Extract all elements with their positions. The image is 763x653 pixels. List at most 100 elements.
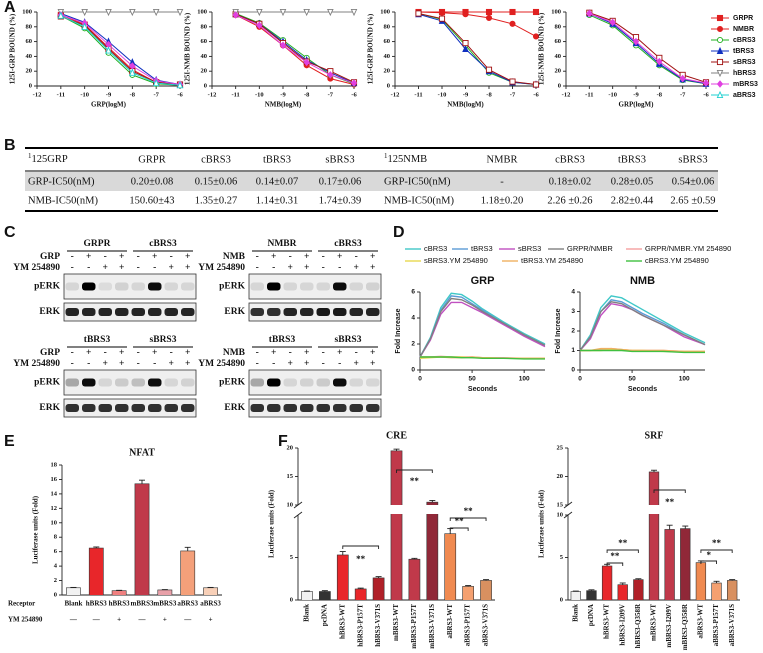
blot-band <box>333 378 347 387</box>
panel-label: A <box>4 0 16 16</box>
x-tick-label: -10 <box>438 91 447 98</box>
blot-row-label: ERK <box>39 307 60 317</box>
significance-bracket <box>700 549 733 553</box>
ligand-sign: - <box>170 348 173 358</box>
significance-label: ** <box>410 476 420 486</box>
y-tick-label: 20 <box>384 68 391 75</box>
significance-label: ** <box>618 538 628 548</box>
series-line <box>579 300 706 351</box>
series-line <box>418 11 537 37</box>
series-line <box>235 14 355 84</box>
marker <box>256 8 263 17</box>
significance-label: ** <box>610 551 620 561</box>
x-axis-label: GRP(logM) <box>619 101 655 109</box>
marker <box>350 8 358 17</box>
x-tick-label: hBRS3-WT <box>603 604 611 639</box>
significance-bracket <box>653 489 686 493</box>
marker <box>716 80 724 88</box>
blot-row-label: ERK <box>224 307 245 317</box>
inhibitor-sign: - <box>87 359 90 369</box>
y-tick-label: 80 <box>26 23 33 30</box>
x-tick-label: -9 <box>106 91 112 98</box>
series-line <box>589 13 707 84</box>
blot-frame <box>248 302 382 322</box>
bar <box>390 450 403 505</box>
bar <box>426 514 439 600</box>
y-tick-label: 60 <box>201 38 208 45</box>
series-line <box>419 297 546 358</box>
series-line <box>580 347 705 353</box>
treatment-label: NMB <box>223 348 246 358</box>
y-tick-label: 12 <box>51 505 58 512</box>
marker <box>279 8 287 17</box>
legend-label: NMBR <box>733 26 754 33</box>
table-cell: 0.15±0.06 <box>195 176 238 187</box>
y-tick-label: 20 <box>26 68 33 75</box>
receptor-label: tBRS3 <box>84 335 111 345</box>
ligand-sign: - <box>71 252 74 262</box>
blot-band <box>333 308 347 316</box>
bar <box>88 547 104 595</box>
y-tick-label: 100 <box>22 8 32 15</box>
x-tick-label: 0 <box>578 376 582 383</box>
blot-band <box>131 378 145 387</box>
y-tick-label: 1 <box>571 347 575 354</box>
marker <box>485 66 493 73</box>
x-tick-label: pcDNA <box>587 604 595 626</box>
blot-band <box>283 308 297 316</box>
y-tick-label: 80 <box>555 23 562 30</box>
blot-band <box>366 378 380 387</box>
y-tick-label: 3 <box>571 308 575 315</box>
y-axis-label: 125I-GRP BOUND (%) <box>9 13 17 84</box>
y-axis-label: Luciferase units (Fold) <box>268 489 276 558</box>
inhibitor-sign: + <box>169 263 174 273</box>
series-line <box>418 12 537 86</box>
bar <box>601 565 613 600</box>
series-line <box>60 13 181 86</box>
inhibitor-sign: + <box>304 359 309 369</box>
series-line <box>60 15 181 86</box>
table-cell: 0.14±0.07 <box>256 176 299 187</box>
blot-band <box>316 378 330 387</box>
marker <box>256 21 263 30</box>
x-tick-label: -12 <box>391 91 400 98</box>
table-cell: GRP-IC50(nM) <box>384 176 451 187</box>
y-tick-label: 10 <box>557 511 564 518</box>
x-tick-label: mBRS3-I209V <box>665 604 673 648</box>
inhibitor-sign: + <box>185 263 190 273</box>
x-axis-label: NMB(logM) <box>447 101 484 109</box>
chart-title: NMB <box>630 275 655 287</box>
blot-band <box>131 404 145 412</box>
axis-break <box>293 501 303 509</box>
blot-band <box>300 404 314 412</box>
y-tick-label: 100 <box>551 8 561 15</box>
marker <box>716 46 724 55</box>
x-tick-label: pcDNA <box>320 604 328 626</box>
column-header: 1125GRP <box>28 152 68 166</box>
inhibitor-sign: - <box>256 263 259 273</box>
significance-label: ** <box>464 506 474 516</box>
x-tick-label: -8 <box>657 91 663 98</box>
y-tick-label: 0 <box>411 367 415 374</box>
y-tick-label: 10 <box>51 519 58 526</box>
panel-label: B <box>4 137 16 154</box>
column-header: NMBR <box>487 154 518 165</box>
ligand-sign: - <box>104 348 107 358</box>
legend-label: sBRS3 <box>518 244 541 253</box>
significance-label: ** <box>712 538 722 548</box>
marker <box>632 37 640 46</box>
y-tick-label: 15 <box>557 501 564 508</box>
ligand-sign: - <box>289 252 292 262</box>
table-cell: - <box>500 176 504 187</box>
bar <box>111 590 127 595</box>
receptor-label: NMBR <box>267 239 296 249</box>
bar <box>203 587 218 595</box>
table-cell: 0.17±0.06 <box>319 176 362 187</box>
x-tick-label: -10 <box>608 91 617 98</box>
y-tick-label: 16 <box>51 476 58 483</box>
marker <box>438 9 446 16</box>
x-axis-label: Seconds <box>628 386 657 393</box>
bar <box>617 584 628 600</box>
y-tick-label: 10 <box>287 501 294 508</box>
